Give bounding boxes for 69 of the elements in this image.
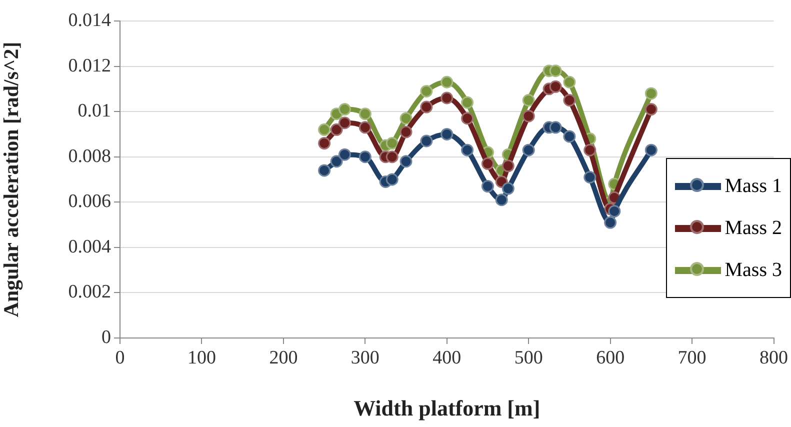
y-tick-label: 0.008 [68, 146, 111, 167]
point [461, 112, 474, 125]
y-tick-label: 0.01 [78, 100, 111, 122]
x-axis-title: Width platform [m] [354, 395, 540, 420]
point [440, 92, 454, 104]
point [386, 137, 398, 150]
y-tick-label: 0.006 [68, 191, 111, 212]
x-tick-label: 0 [115, 347, 125, 368]
point [461, 96, 474, 109]
y-tick-label: 0.012 [68, 55, 111, 76]
x-tick-label: 500 [514, 347, 543, 368]
point [338, 103, 351, 116]
point [608, 204, 621, 218]
point [386, 173, 398, 186]
point [420, 134, 433, 148]
point [644, 144, 658, 156]
x-tick-label: 800 [760, 347, 788, 368]
point [481, 157, 494, 170]
point [644, 87, 658, 100]
point [386, 150, 398, 164]
point [563, 76, 576, 88]
point [358, 150, 372, 164]
point [522, 110, 535, 122]
point [318, 123, 331, 136]
point [358, 121, 372, 134]
point [400, 112, 412, 125]
point [644, 103, 658, 116]
point [549, 80, 562, 93]
legend-label: Mass 1 [724, 174, 782, 198]
point [604, 216, 617, 229]
y-tick-label: 0.014 [68, 10, 112, 31]
point [549, 121, 562, 134]
x-tick-label: 200 [269, 347, 298, 368]
y-axis-title: Angular acceleration [rad/s^2] [0, 42, 24, 318]
point [338, 116, 351, 130]
point [584, 144, 596, 156]
legend-label: Mass 3 [724, 258, 782, 282]
point [400, 126, 412, 138]
point [584, 170, 596, 184]
point [400, 155, 412, 168]
point [330, 123, 343, 136]
point [563, 130, 576, 143]
x-tick-label: 100 [187, 347, 216, 368]
x-tick-label: 400 [432, 347, 462, 368]
legend-label: Mass 2 [724, 216, 782, 240]
point [318, 137, 331, 150]
x-tick-label: 600 [596, 347, 625, 368]
point [358, 108, 372, 120]
point [318, 164, 331, 177]
point [495, 194, 508, 206]
x-tick-label: 300 [350, 347, 380, 368]
point [502, 182, 514, 195]
point [563, 94, 576, 106]
point [502, 160, 514, 172]
y-tick-label: 0.002 [68, 282, 111, 303]
point [338, 148, 351, 161]
point [440, 76, 454, 88]
point [481, 180, 494, 193]
point [549, 64, 562, 78]
y-tick-label: 0 [102, 326, 111, 348]
point [522, 94, 535, 106]
point [420, 84, 433, 98]
point [440, 128, 454, 140]
point [420, 100, 433, 114]
point [522, 144, 535, 156]
point [330, 155, 343, 168]
point [461, 144, 474, 156]
x-tick-label: 700 [678, 347, 706, 368]
y-tick-label: 0.004 [68, 236, 112, 258]
